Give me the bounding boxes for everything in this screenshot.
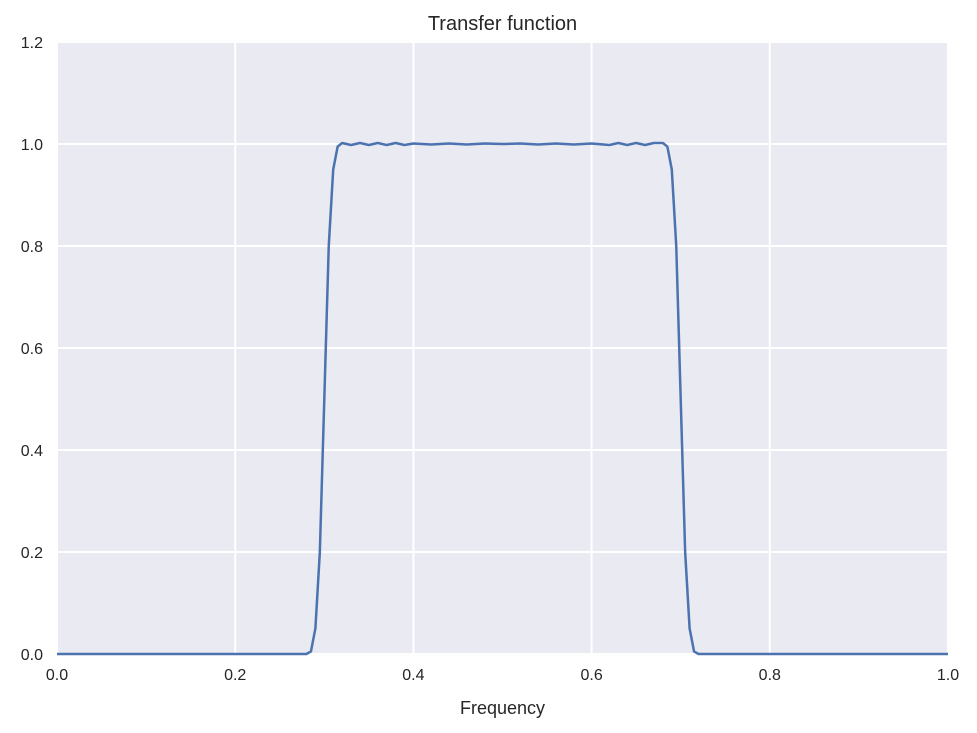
x-axis-label: Frequency: [460, 698, 545, 718]
x-axis: 0.0 0.2 0.4 0.6 0.8 1.0: [46, 667, 959, 684]
x-tick-label: 1.0: [937, 667, 959, 684]
y-axis: 0.0 0.2 0.4 0.6 0.8 1.0 1.2: [21, 35, 43, 664]
y-tick-label: 1.0: [21, 137, 43, 154]
x-tick-label: 0.8: [759, 667, 781, 684]
x-tick-label: 0.2: [224, 667, 246, 684]
y-tick-label: 0.0: [21, 647, 43, 664]
x-tick-label: 0.0: [46, 667, 68, 684]
y-tick-label: 1.2: [21, 35, 43, 52]
y-tick-label: 0.2: [21, 545, 43, 562]
y-tick-label: 0.6: [21, 341, 43, 358]
series-line: [57, 141, 948, 656]
y-tick-label: 0.8: [21, 239, 43, 256]
chart-title: Transfer function: [428, 13, 577, 35]
x-tick-label: 0.6: [580, 667, 602, 684]
y-tick-label: 0.4: [21, 443, 43, 460]
x-tick-label: 0.4: [402, 667, 424, 684]
